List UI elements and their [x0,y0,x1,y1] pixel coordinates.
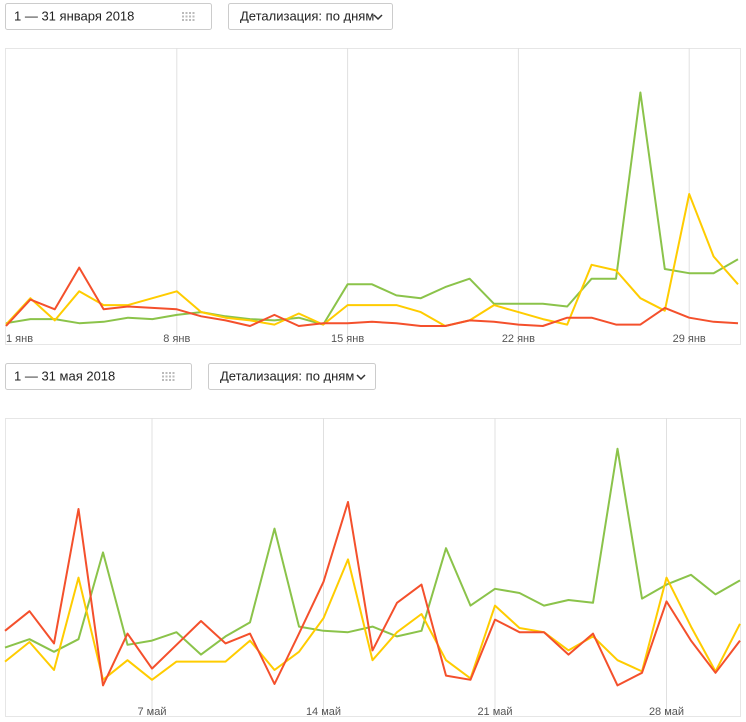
detail-button[interactable] [208,363,376,390]
calendar-icon-dot [182,12,184,14]
chevron [373,14,383,21]
calendar-icon-dot [169,375,171,378]
calendar-icon-dot [189,12,191,14]
calendar-icon-dot [182,19,184,21]
series-line [4,501,741,687]
calendar-icon-dot [165,375,168,378]
calendar-icon-dot [192,15,195,18]
calendar-icon-dot [169,379,171,381]
calendar-icon-dot [192,19,195,21]
date-range: 1 — 31 января 2018 [14,8,134,23]
plot-frame [5,48,741,345]
x-tick-label: 14 май [306,706,341,717]
calendar-icon-dot [185,19,188,21]
x-tick-label: 22 янв [502,333,535,345]
calendar-icon-dot [162,372,164,374]
series-line [5,266,739,327]
calendar-icon-dot [165,372,168,374]
calendar-icon-dot [172,375,175,378]
x-tick-label: 8 янв [163,333,190,345]
x-tick-label: 1 янв [6,333,33,345]
calendar-icon-dot [185,12,188,14]
x-tick-label: 29 янв [673,333,706,345]
calendar-icon-dot [172,379,175,381]
calendar-icon-dot [162,375,164,378]
calendar-icon-dot [162,379,164,381]
series-line [4,558,741,681]
calendar-icon-dot [189,15,191,18]
detail-label: Детализация: по дням [220,368,354,383]
chevron [356,374,366,381]
calendar-icon-dot [192,12,195,14]
calendar-icon-dot [182,15,184,18]
plot-frame [5,418,741,717]
calendar-icon-dot [165,379,168,381]
series-line [5,91,739,326]
series-line [5,193,739,327]
date-picker[interactable] [5,3,212,30]
date-range: 1 — 31 мая 2018 [14,368,115,383]
calendar-icon-dot [169,372,171,374]
x-tick-label: 7 май [138,706,167,717]
detail-button[interactable] [228,3,393,30]
x-tick-label: 28 май [649,706,684,717]
x-tick-label: 15 янв [331,333,364,345]
series-line [4,447,741,656]
date-picker[interactable] [5,363,192,390]
calendar-icon-dot [172,372,175,374]
detail-label: Детализация: по дням [240,8,374,23]
calendar-icon-dot [189,19,191,21]
calendar-icon-dot [185,15,188,18]
x-tick-label: 21 май [477,706,512,717]
